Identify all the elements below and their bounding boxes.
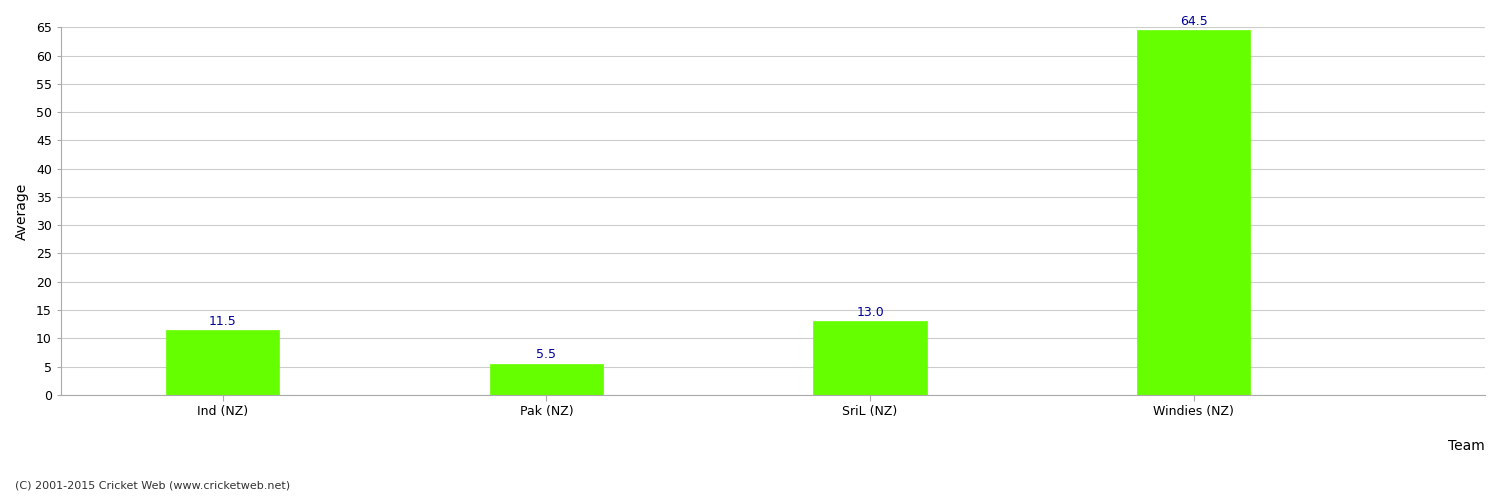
Text: (C) 2001-2015 Cricket Web (www.cricketweb.net): (C) 2001-2015 Cricket Web (www.cricketwe… [15, 480, 290, 490]
Bar [1137, 30, 1251, 395]
Text: Team: Team [1448, 439, 1485, 453]
Bar [490, 364, 603, 395]
Y-axis label: Average: Average [15, 182, 28, 240]
Bar [166, 330, 279, 395]
Text: 5.5: 5.5 [537, 348, 556, 362]
Text: 13.0: 13.0 [856, 306, 883, 319]
Text: 11.5: 11.5 [209, 314, 237, 328]
Text: 64.5: 64.5 [1180, 15, 1208, 28]
Bar [813, 322, 927, 395]
